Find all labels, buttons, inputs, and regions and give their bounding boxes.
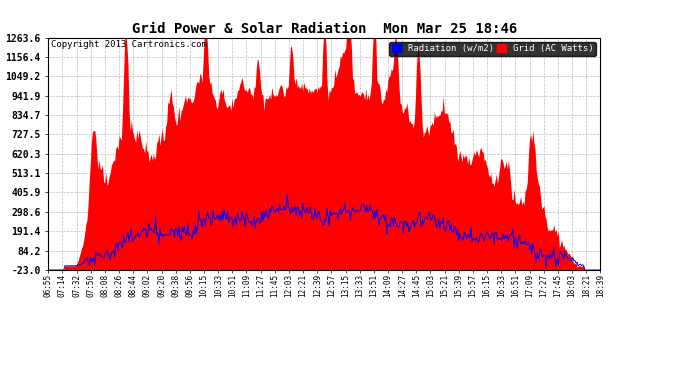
Legend: Radiation (w/m2), Grid (AC Watts): Radiation (w/m2), Grid (AC Watts)	[389, 42, 595, 56]
Text: Copyright 2013 Cartronics.com: Copyright 2013 Cartronics.com	[51, 40, 207, 49]
Title: Grid Power & Solar Radiation  Mon Mar 25 18:46: Grid Power & Solar Radiation Mon Mar 25 …	[132, 22, 517, 36]
